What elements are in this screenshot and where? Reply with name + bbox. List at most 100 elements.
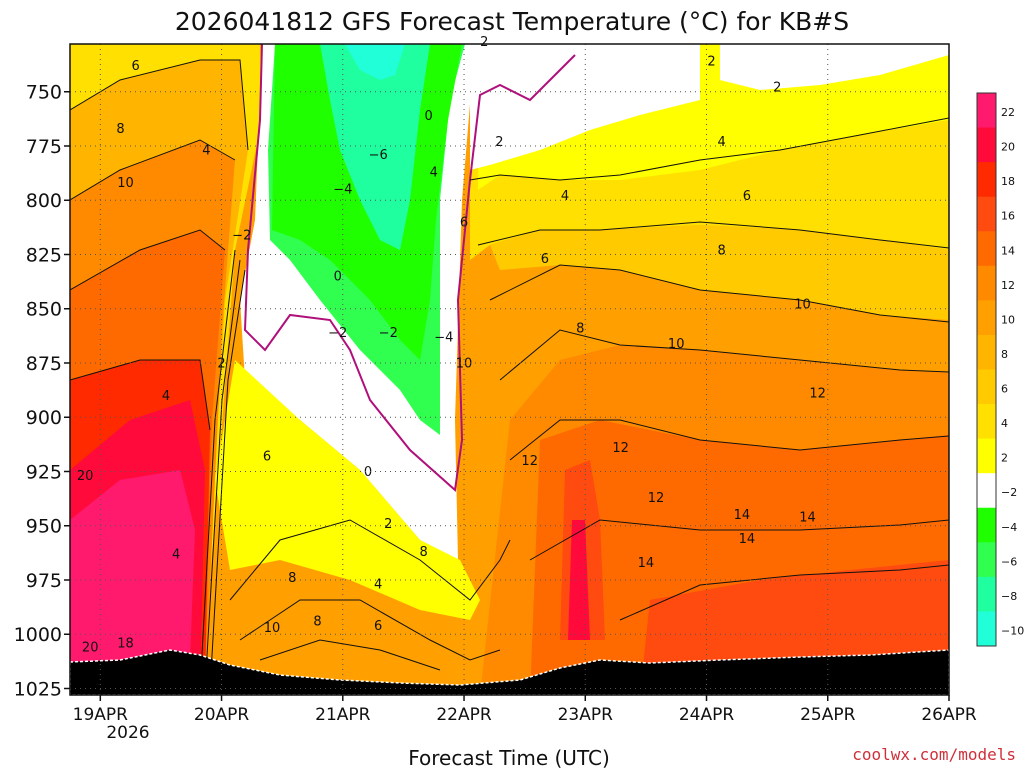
field-cold-cyan	[345, 44, 405, 80]
field-right-orange1	[490, 225, 949, 320]
contour-label: 6	[374, 619, 382, 634]
contour-label: 12	[809, 387, 826, 402]
contour-line-left-c	[70, 229, 226, 291]
colorbar-label: 12	[1001, 279, 1015, 292]
field-cold-teal	[320, 44, 430, 250]
colorbar-swatch	[977, 542, 996, 578]
contour-label: 8	[288, 571, 296, 586]
colorbar-swatch	[977, 334, 996, 370]
contour-label: 20	[77, 469, 94, 484]
temperature-field	[70, 44, 949, 695]
contour-label: 10	[668, 337, 685, 352]
contour-labels: 6 8 10 4 −6 −4 −2 0 −2 −4 −2 0 2 2 4 6 4 6 8 8 10 10 2 4 6 2 12 12 1…	[77, 35, 826, 655]
x-tick-label: 23APR	[558, 705, 614, 725]
colorbar-swatch	[977, 611, 996, 647]
colorbar-swatch	[977, 473, 996, 509]
contour-label: 2	[480, 35, 488, 50]
x-tick-label: 22APR	[436, 705, 492, 725]
colorbar-swatch	[977, 265, 996, 301]
y-tick-label: 775	[26, 136, 62, 158]
contour-label: 0	[425, 109, 433, 124]
colorbar-swatch	[977, 196, 996, 232]
contour-line-left-a	[70, 59, 249, 151]
contour-label: 8	[576, 322, 584, 337]
contour-label: 4	[162, 389, 170, 404]
colorbar-label: 14	[1001, 244, 1015, 257]
y-tick-label: 875	[26, 353, 62, 375]
contour-label: 20	[82, 641, 99, 656]
colorbar-swatch	[977, 438, 996, 474]
colorbar: 22 20 18 16 14 12 10 8 6 4 2 −2 −4 −6 −8 −10	[976, 92, 1024, 647]
chart-title: 2026041812 GFS Forecast Temperature (°C)…	[175, 7, 849, 36]
colorbar-swatch	[977, 300, 996, 336]
colorbar-label: −8	[1001, 590, 1017, 603]
contour-label: 6	[460, 215, 468, 230]
contour-label: 2	[495, 135, 503, 150]
field-warm-core	[568, 520, 590, 640]
colorbar-swatch	[977, 162, 996, 198]
colorbar-label: 6	[1001, 383, 1008, 396]
contour-line-f	[529, 519, 949, 561]
y-tick-label: 900	[26, 407, 62, 429]
contour-label: −2	[379, 326, 398, 341]
colorbar-swatch	[977, 576, 996, 612]
x-tick-label: 19APR	[73, 705, 129, 725]
contour-label: 8	[718, 243, 726, 258]
y-tick-label: 825	[26, 244, 62, 266]
x-year-label: 2026	[106, 723, 149, 743]
contour-label: 12	[648, 491, 665, 506]
colorbar-label: 20	[1001, 141, 1015, 154]
contour-label: 4	[172, 547, 180, 562]
terrain-surface	[70, 649, 949, 695]
colorbar-swatch	[977, 231, 996, 267]
x-axis-label: Forecast Time (UTC)	[408, 746, 610, 768]
contour-label: 14	[734, 508, 751, 523]
contour-label: 0	[364, 465, 372, 480]
x-tick-label: 25APR	[800, 705, 856, 725]
colorbar-label: 18	[1001, 175, 1015, 188]
contour-label: 12	[521, 454, 538, 469]
colorbar-swatch	[977, 93, 996, 129]
contour-label: −4	[434, 330, 453, 345]
y-tick-label: 850	[26, 299, 62, 321]
contour-label: 2	[773, 81, 781, 96]
contour-label: 4	[430, 165, 438, 180]
contour-label: −6	[369, 148, 388, 163]
contour-label: 8	[313, 615, 321, 630]
contour-label: 4	[561, 189, 569, 204]
contour-lower-bowl	[229, 519, 511, 671]
contour-line-left-b	[70, 139, 236, 201]
field-left-core	[70, 470, 195, 665]
contour-label: −4	[333, 183, 352, 198]
colorbar-label: −4	[1001, 521, 1017, 534]
colorbar-swatch	[977, 369, 996, 405]
colorbar-label: 2	[1001, 452, 1008, 465]
x-tick-label: 24APR	[679, 705, 735, 725]
contour-label: 8	[419, 545, 427, 560]
contour-label: 4	[374, 578, 382, 593]
contour-line-d	[499, 329, 949, 381]
contour-label: −2	[232, 228, 251, 243]
contour-label: 10	[794, 298, 811, 313]
field-upper-right-white	[470, 44, 700, 170]
y-tick-label: 950	[26, 516, 62, 538]
contour-label: 14	[799, 510, 816, 525]
x-axis: 19APR 20APR 21APR 22APR 23APR 24APR 25APR 26APR	[73, 695, 977, 725]
colorbar-swatch	[977, 507, 996, 543]
contour-label: 12	[612, 441, 629, 456]
y-tick-label: 975	[26, 570, 62, 592]
colorbar-label: 4	[1001, 417, 1008, 430]
colorbar-label: 8	[1001, 348, 1008, 361]
contour-label: 10	[264, 621, 281, 636]
contour-label: 6	[743, 189, 751, 204]
contour-label: 4	[202, 144, 210, 159]
x-tick-label: 26APR	[921, 705, 977, 725]
contour-label: 6	[132, 59, 140, 74]
colorbar-swatch	[977, 127, 996, 163]
x-tick-label: 20APR	[194, 705, 250, 725]
y-axis: 750 775 800 825 850 875 900 925 950 975 1000 1025	[14, 82, 70, 700]
plot-frame	[69, 43, 950, 696]
contour-line-e	[509, 419, 949, 461]
y-tick-label: 800	[26, 190, 62, 212]
